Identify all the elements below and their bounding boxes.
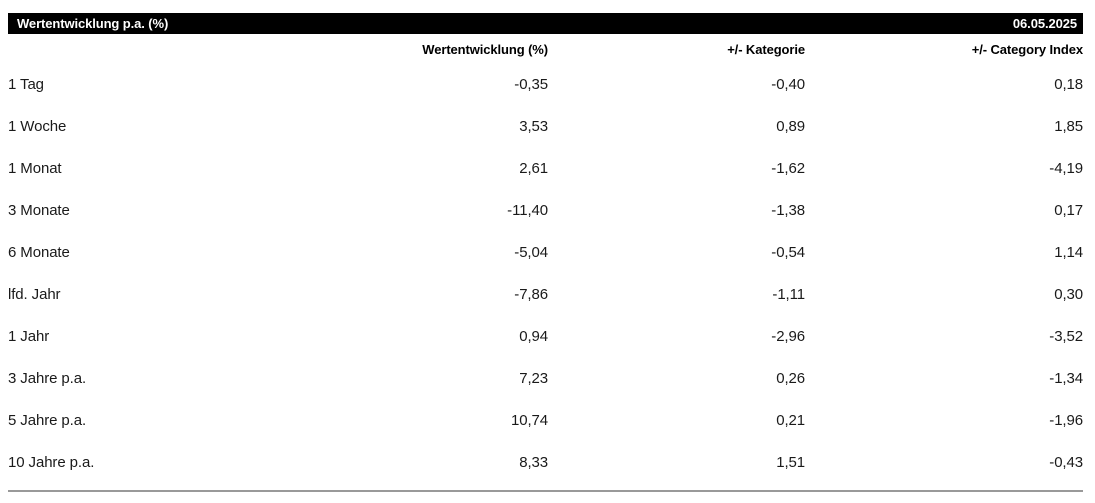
value-kategorie: 0,26 — [776, 369, 805, 387]
table-row: 5 Jahre p.a. 10,74 0,21 -1,96 — [8, 399, 1083, 441]
value-wertentwicklung: -11,40 — [507, 201, 548, 219]
value-category-index: -1,96 — [1049, 411, 1083, 429]
value-wertentwicklung: 3,53 — [519, 117, 548, 135]
value-category-index: -1,34 — [1049, 369, 1083, 387]
value-kategorie: -1,11 — [772, 285, 805, 303]
value-wertentwicklung: 0,94 — [519, 327, 548, 345]
value-category-index: 0,30 — [1054, 285, 1083, 303]
value-kategorie: -0,54 — [771, 243, 805, 261]
value-wertentwicklung: 2,61 — [519, 159, 548, 177]
value-wertentwicklung: -7,86 — [514, 285, 548, 303]
table-row: 1 Tag -0,35 -0,40 0,18 — [8, 63, 1083, 105]
table-row: 1 Monat 2,61 -1,62 -4,19 — [8, 147, 1083, 189]
panel-title-bar: Wertentwicklung p.a. (%) 06.05.2025 — [8, 13, 1083, 34]
value-category-index: 1,85 — [1054, 117, 1083, 135]
column-header-kategorie: +/- Kategorie — [727, 42, 805, 57]
row-label: 1 Monat — [8, 159, 62, 177]
bottom-rule — [8, 490, 1083, 492]
value-category-index: -0,43 — [1049, 453, 1083, 471]
value-wertentwicklung: -5,04 — [514, 243, 548, 261]
value-kategorie: -0,40 — [771, 75, 805, 93]
value-category-index: 0,17 — [1054, 201, 1083, 219]
row-label: 1 Woche — [8, 117, 67, 135]
row-label: 3 Monate — [8, 201, 70, 219]
table-row: 3 Jahre p.a. 7,23 0,26 -1,34 — [8, 357, 1083, 399]
value-wertentwicklung: 8,33 — [519, 453, 548, 471]
row-label: 1 Tag — [8, 75, 44, 93]
value-wertentwicklung: 10,74 — [510, 411, 548, 429]
column-header-period — [8, 34, 348, 63]
table-row: 10 Jahre p.a. 8,33 1,51 -0,43 — [8, 441, 1083, 483]
row-label: 1 Jahr — [8, 327, 50, 345]
panel-date: 06.05.2025 — [1012, 16, 1077, 31]
row-label: lfd. Jahr — [8, 285, 61, 303]
table-row: 1 Woche 3,53 0,89 1,85 — [8, 105, 1083, 147]
value-kategorie: 0,21 — [776, 411, 805, 429]
value-kategorie: -1,62 — [771, 159, 805, 177]
value-category-index: 1,14 — [1054, 243, 1083, 261]
value-category-index: 0,18 — [1054, 75, 1083, 93]
table-row: 1 Jahr 0,94 -2,96 -3,52 — [8, 315, 1083, 357]
panel-title: Wertentwicklung p.a. (%) — [17, 16, 169, 31]
value-kategorie: 1,51 — [776, 453, 805, 471]
row-label: 10 Jahre p.a. — [8, 453, 95, 471]
value-category-index: -3,52 — [1049, 327, 1083, 345]
value-category-index: -4,19 — [1049, 159, 1083, 177]
value-kategorie: -2,96 — [771, 327, 805, 345]
value-kategorie: -1,38 — [771, 201, 805, 219]
row-label: 3 Jahre p.a. — [8, 369, 87, 387]
row-label: 6 Monate — [8, 243, 70, 261]
performance-panel: Wertentwicklung p.a. (%) 06.05.2025 Wert… — [8, 13, 1083, 492]
column-header-row: Wertentwicklung (%) +/- Kategorie +/- Ca… — [8, 34, 1083, 63]
value-wertentwicklung: -0,35 — [514, 75, 548, 93]
table-row: lfd. Jahr -7,86 -1,11 0,30 — [8, 273, 1083, 315]
table-row: 6 Monate -5,04 -0,54 1,14 — [8, 231, 1083, 273]
row-label: 5 Jahre p.a. — [8, 411, 87, 429]
table-row: 3 Monate -11,40 -1,38 0,17 — [8, 189, 1083, 231]
value-wertentwicklung: 7,23 — [519, 369, 548, 387]
value-kategorie: 0,89 — [776, 117, 805, 135]
column-header-wertentwicklung: Wertentwicklung (%) — [422, 42, 548, 57]
column-header-category-index: +/- Category Index — [971, 42, 1083, 57]
performance-table: Wertentwicklung (%) +/- Kategorie +/- Ca… — [8, 34, 1083, 483]
